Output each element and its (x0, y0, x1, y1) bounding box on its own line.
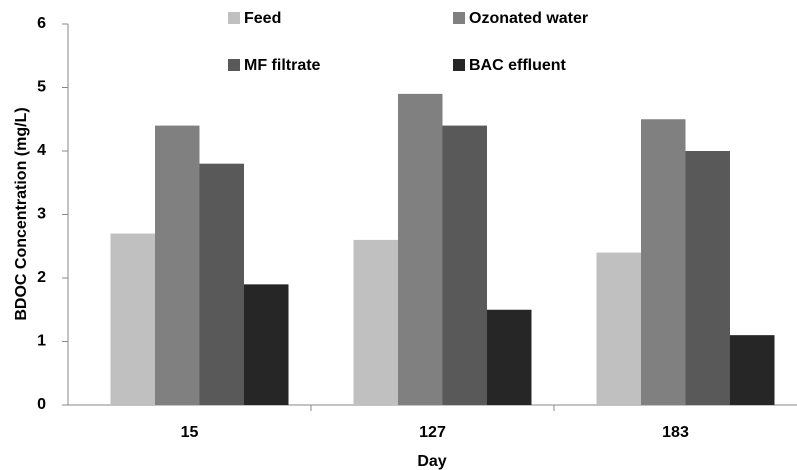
legend-swatch (228, 12, 240, 24)
bar (641, 119, 686, 405)
legend-label: MF filtrate (244, 57, 321, 74)
x-tick-label: 15 (181, 424, 199, 441)
y-tick-label: 0 (37, 396, 46, 413)
y-tick-label: 1 (37, 333, 46, 350)
bar (244, 284, 289, 405)
bar (398, 93, 443, 405)
y-tick-label: 2 (37, 269, 46, 286)
y-tick-label: 3 (37, 206, 46, 223)
x-axis-label: Day (417, 453, 446, 470)
bar (442, 125, 487, 405)
legend-label: Ozonated water (469, 10, 588, 27)
bar (730, 335, 775, 405)
bar (199, 163, 244, 405)
legend-label: Feed (244, 10, 281, 27)
y-tick-label: 6 (37, 15, 46, 32)
bar (487, 309, 532, 405)
y-tick-label: 5 (37, 79, 46, 96)
legend-swatch (453, 59, 465, 71)
x-tick-label: 127 (419, 424, 446, 441)
y-tick-label: 4 (37, 142, 46, 159)
legend-label: BAC effluent (469, 57, 567, 74)
legend-swatch (453, 12, 465, 24)
bar (685, 151, 730, 405)
y-axis-label: BDOC Concentration (mg/L) (13, 107, 30, 320)
legend-swatch (228, 59, 240, 71)
bar (596, 252, 641, 405)
x-tick-label: 183 (662, 424, 689, 441)
bar (110, 233, 155, 405)
bar (353, 239, 398, 405)
bar (155, 125, 200, 405)
